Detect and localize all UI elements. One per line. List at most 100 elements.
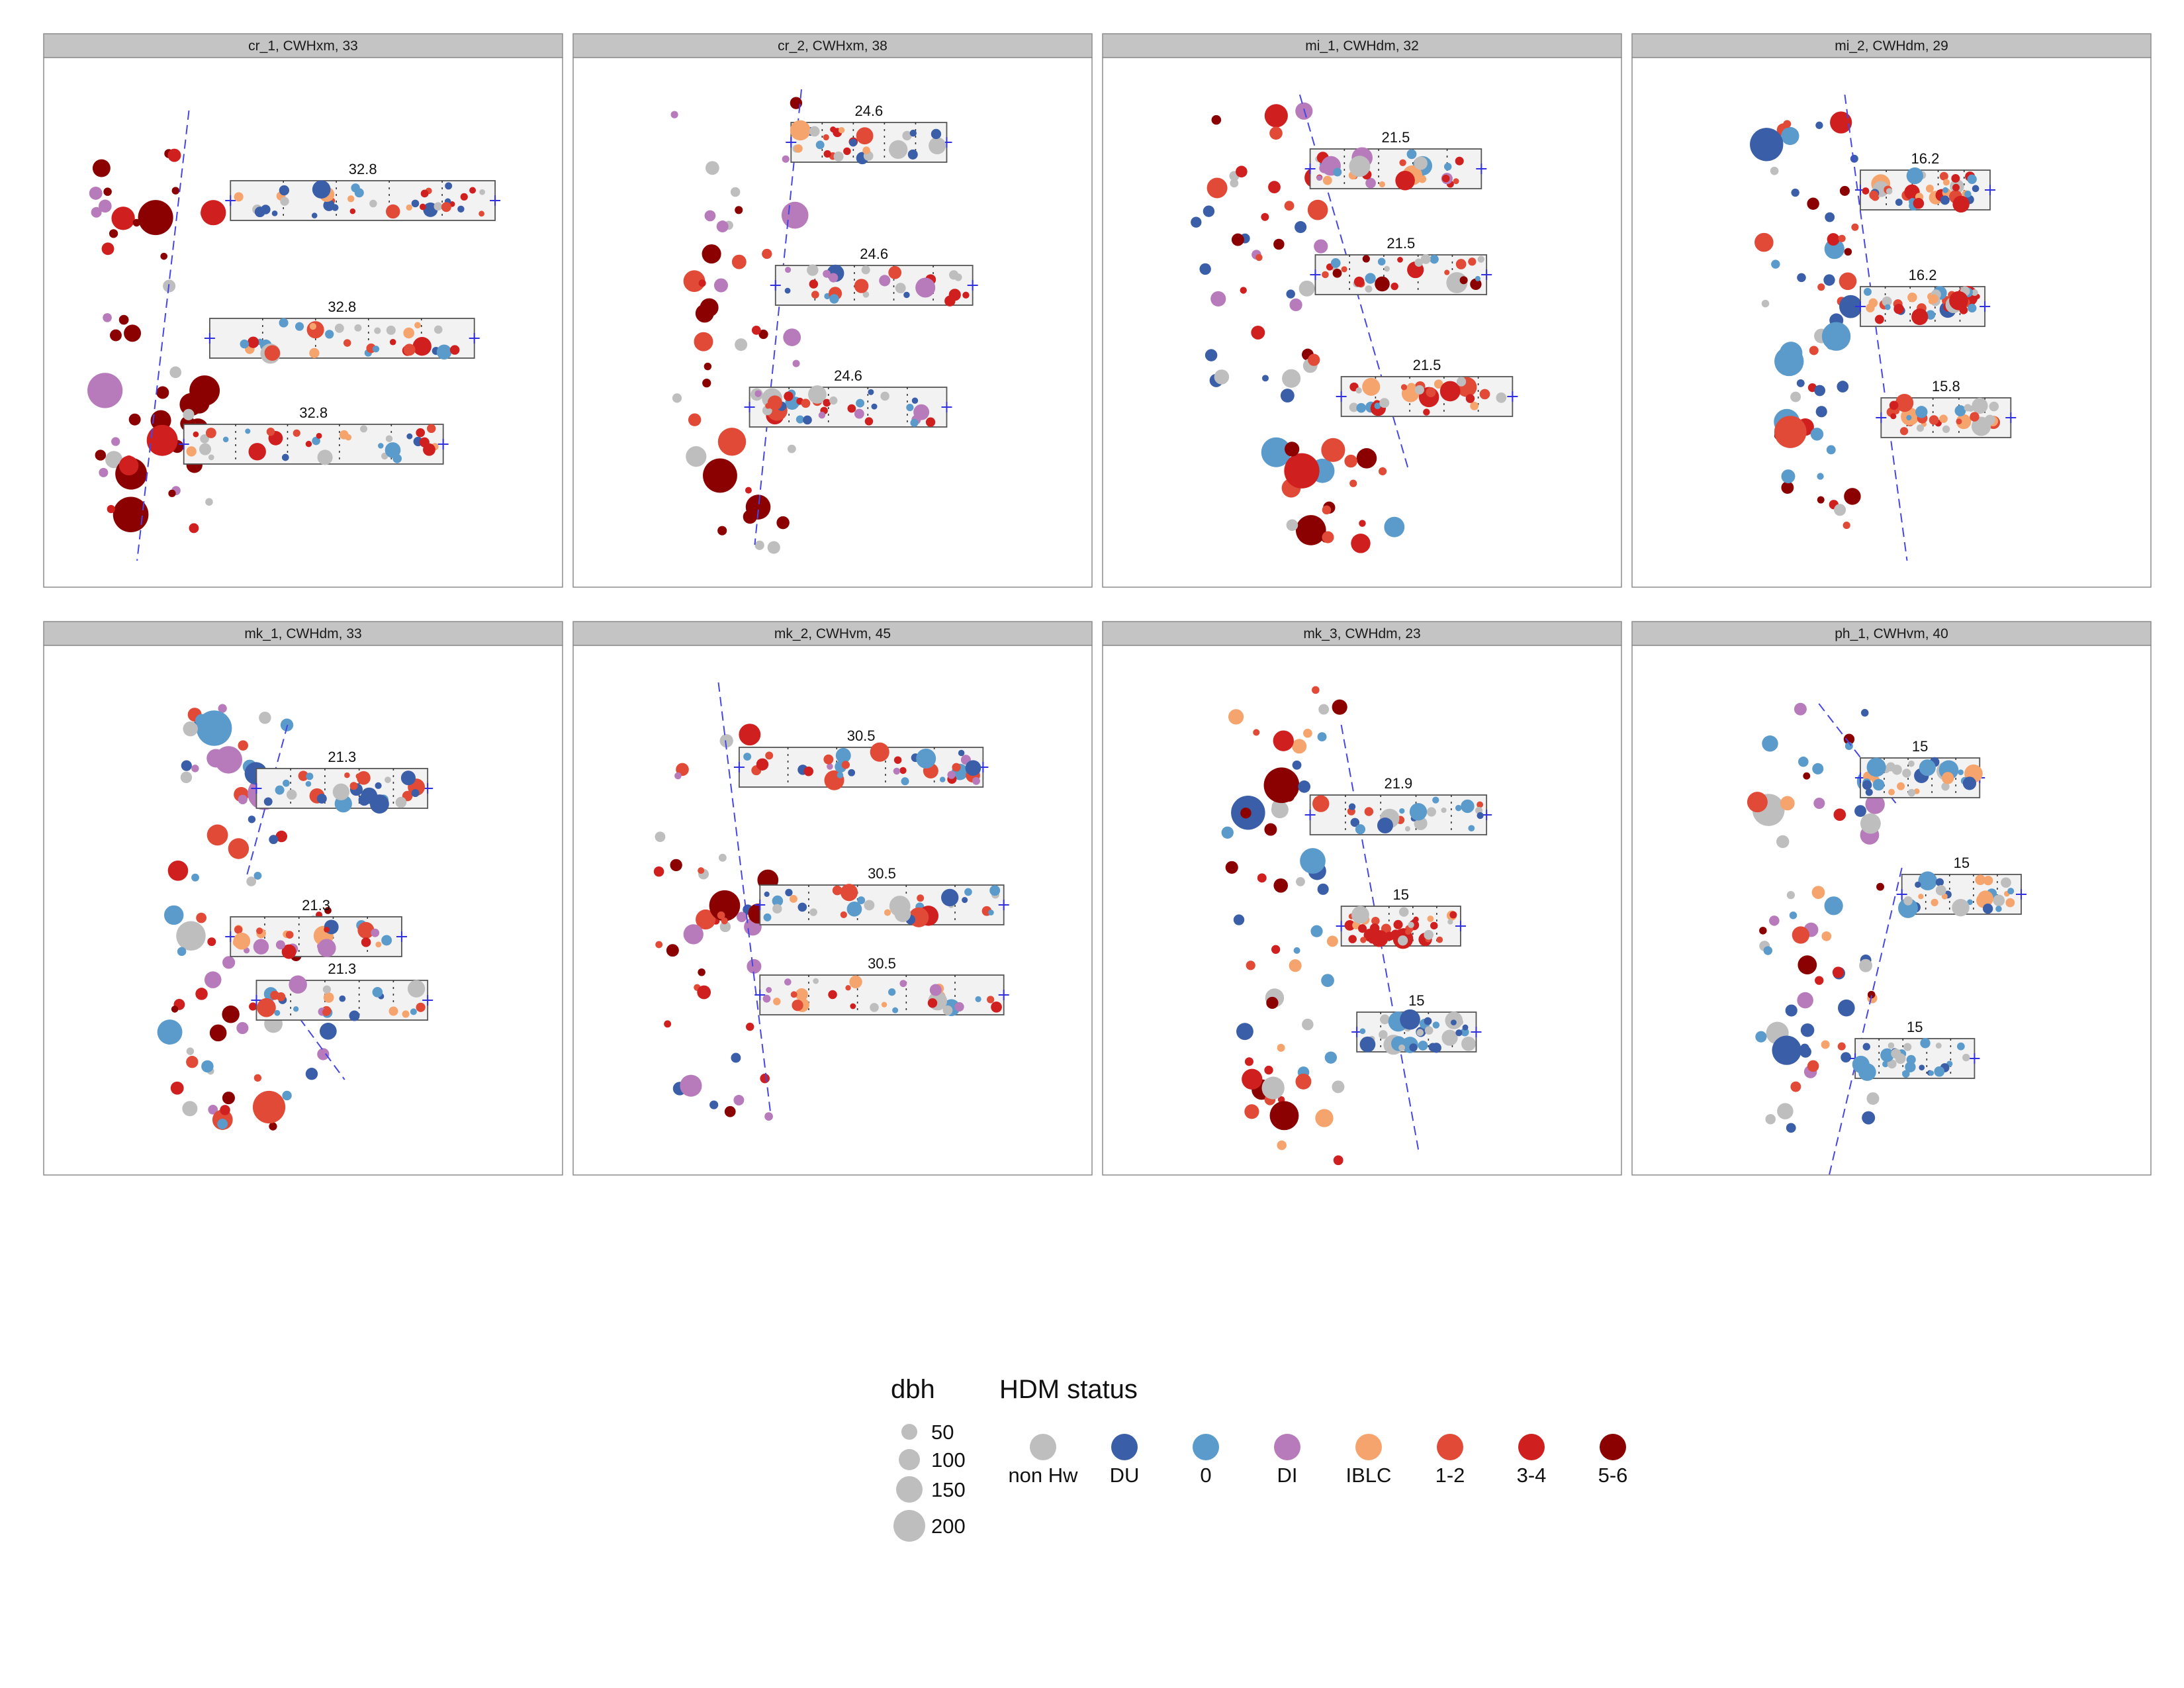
tree-point <box>796 415 805 424</box>
tree-point <box>263 797 273 806</box>
facet-panel: cr_1, CWHxm, 33 32.8 32.8 32.8 <box>43 33 563 588</box>
transect-label: 30.5 <box>847 727 876 744</box>
tree-point <box>1902 1070 1910 1078</box>
transect-box <box>774 265 974 306</box>
tree-point <box>1365 285 1373 293</box>
tree-point <box>386 204 400 219</box>
tree-point <box>270 990 280 1000</box>
transect-label: 24.6 <box>834 367 862 384</box>
tree-point <box>958 749 965 757</box>
tree-point <box>1310 925 1323 937</box>
tree-point <box>371 928 380 937</box>
tree-point <box>354 188 364 198</box>
tree-point <box>683 270 705 293</box>
tree-point <box>253 1074 262 1082</box>
tree-point <box>240 339 249 349</box>
tree-point <box>1341 266 1347 273</box>
tree-point <box>411 789 420 798</box>
tree-point <box>200 434 209 444</box>
tree-point <box>1400 384 1408 391</box>
tree-point <box>238 740 248 751</box>
tree-point <box>899 980 907 988</box>
tree-point <box>861 265 870 275</box>
tree-point <box>694 332 713 352</box>
tree-point <box>309 348 320 359</box>
transect-endpoint-marker <box>1896 889 1907 900</box>
tree-point <box>1807 197 1819 210</box>
tree-point <box>809 908 817 916</box>
facet-title: cr_2, CWHxm, 38 <box>778 38 887 54</box>
tree-point <box>186 1056 199 1068</box>
tree-point <box>1972 185 1979 193</box>
tree-point <box>823 269 831 278</box>
tree-point <box>939 776 946 782</box>
tree-point <box>199 443 212 455</box>
tree-point <box>293 429 300 437</box>
tree-point <box>407 980 426 998</box>
legend: dbh 50 100 150 200 HDM status non Hw DU 0 DI IBLC 1… <box>891 1375 1627 1542</box>
tree-point <box>1205 349 1218 361</box>
tree-point <box>1322 505 1332 515</box>
tree-point <box>1404 826 1410 832</box>
tree-point <box>1268 181 1281 194</box>
tree-point <box>1444 269 1450 275</box>
tree-point <box>295 322 304 331</box>
tree-point <box>238 794 248 804</box>
facet-title: mk_3, CWHdm, 23 <box>1303 626 1420 641</box>
tree-point <box>1971 289 1978 297</box>
tree-point <box>809 126 820 137</box>
tree-point <box>1371 916 1380 925</box>
tree-point <box>1344 454 1357 468</box>
tree-point <box>1358 924 1367 933</box>
transect-endpoint-marker <box>786 137 797 148</box>
tree-point <box>1919 1064 1925 1071</box>
tree-point <box>1390 282 1398 291</box>
tree-point <box>1390 929 1400 939</box>
transect-endpoint-marker <box>744 402 755 412</box>
transect-label: 15 <box>1907 1019 1923 1035</box>
plot-area <box>1102 57 1622 588</box>
tree-point <box>1951 174 1960 183</box>
tree-point <box>1455 1029 1463 1037</box>
transect: 32.8 <box>204 299 480 364</box>
tree-point <box>1271 801 1289 819</box>
tree-point <box>698 279 706 287</box>
tree-point <box>1824 896 1843 915</box>
tree-point <box>784 391 794 401</box>
tree-point <box>1843 522 1850 530</box>
tree-point <box>1365 380 1380 395</box>
tree-point <box>1837 1042 1846 1051</box>
tree-point <box>1761 299 1770 308</box>
tree-point <box>1407 383 1416 392</box>
tree-point <box>1332 699 1347 715</box>
tree-point <box>1839 185 1850 196</box>
tree-point <box>1300 848 1326 874</box>
tree-point <box>312 180 331 199</box>
transect-label: 30.5 <box>868 955 896 972</box>
facet-panel: ph_1, CWHvm, 40 15 15 15 <box>1631 621 2152 1176</box>
transect-label: 24.6 <box>860 246 888 262</box>
tree-point <box>906 403 914 412</box>
tree-point <box>1807 1060 1819 1072</box>
tree-point <box>1777 1103 1794 1119</box>
tree-point <box>962 291 970 299</box>
tree-point <box>381 935 392 946</box>
tree-point <box>823 134 829 141</box>
transect-endpoint-marker <box>1310 269 1321 280</box>
tree-point <box>118 455 139 476</box>
legend-color-title: HDM status <box>999 1375 1138 1404</box>
tree-point <box>807 264 819 276</box>
tree-point <box>1789 912 1797 919</box>
tree-point <box>110 329 122 342</box>
tree-point <box>1322 531 1334 543</box>
facet-panel: mk_1, CWHdm, 33 21.3 21.3 21.3 <box>43 621 563 1176</box>
tree-point <box>1844 488 1861 505</box>
facet-title: ph_1, CWHvm, 40 <box>1835 626 1948 641</box>
tree-point <box>1286 519 1298 532</box>
tree-point <box>1451 1019 1457 1026</box>
tree-point <box>653 866 664 877</box>
tree-point <box>975 996 981 1002</box>
tree-point <box>406 433 413 440</box>
tree-point <box>766 987 772 993</box>
tree-point <box>754 390 762 397</box>
